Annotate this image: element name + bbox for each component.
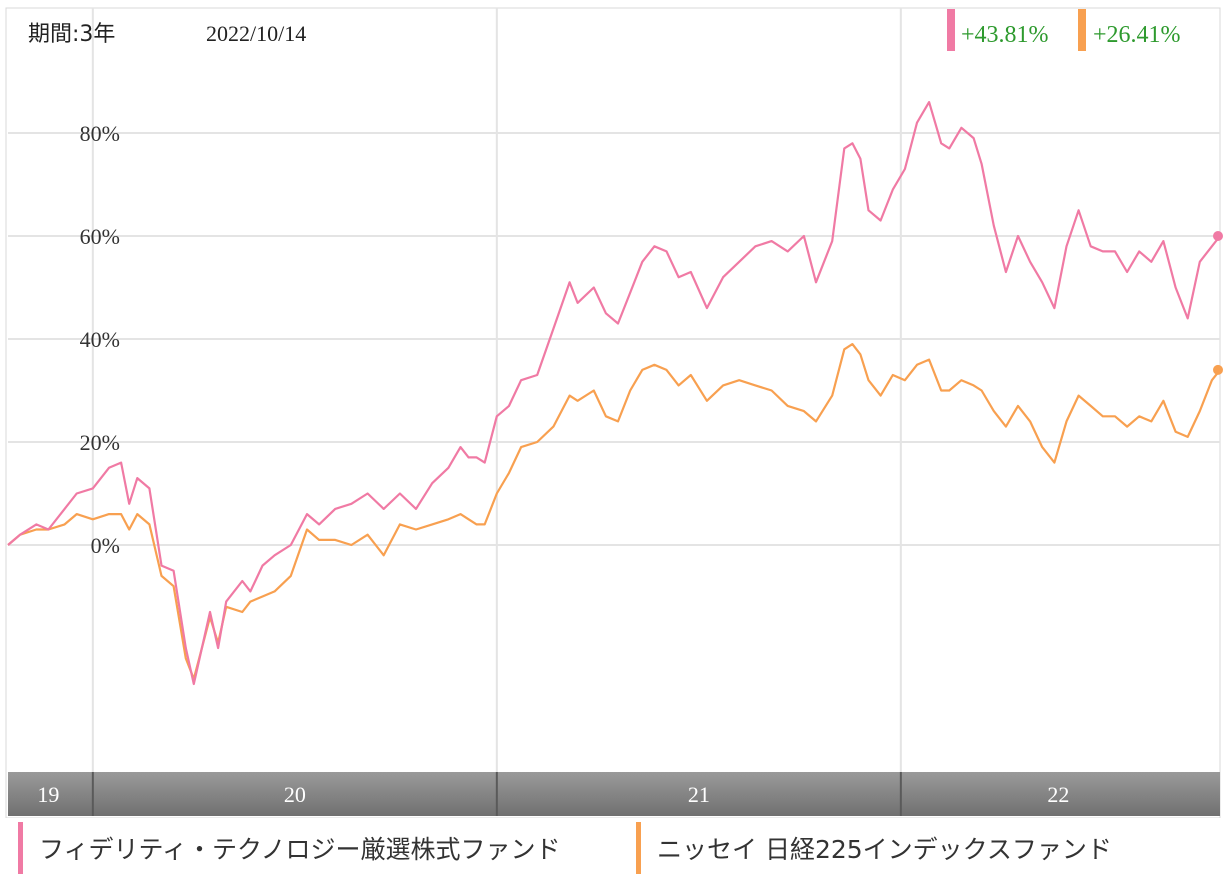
series-line-series2 [7, 343, 1221, 680]
return-value-series2: +26.41% [1093, 22, 1181, 48]
period-label: 期間:3年 [28, 22, 115, 47]
series-lines [7, 101, 1223, 686]
y-tick-label-4: 80% [80, 121, 120, 146]
date-label: 2022/10/14 [206, 21, 306, 46]
return-value-series1: +43.81% [961, 22, 1049, 48]
y-tick-label-1: 20% [80, 430, 120, 455]
legend-item-series2: ニッセイ 日経225インデックスファンド [636, 822, 1112, 874]
return-marker-series2 [1078, 9, 1086, 51]
series-end-marker-series2 [1213, 364, 1223, 375]
legend-color-series1 [18, 822, 23, 874]
legend-color-series2 [636, 822, 641, 874]
legend-item-series1: フィデリティ・テクノロジー厳選株式ファンド [18, 822, 561, 874]
legend-label-series1: フィデリティ・テクノロジー厳選株式ファンド [39, 835, 561, 864]
return-indicator-series1: +43.81% [947, 9, 1049, 51]
y-tick-label-2: 40% [80, 327, 120, 352]
x-tick-label-0: 19 [37, 782, 59, 807]
series-line-series1 [7, 101, 1221, 686]
x-axis-labels: 19 20 21 22 [37, 782, 1069, 807]
x-tick-label-3: 22 [1047, 782, 1069, 807]
return-indicator-series2: +26.41% [1078, 9, 1181, 51]
x-tick-label-1: 20 [284, 782, 306, 807]
y-tick-label-3: 60% [80, 224, 120, 249]
legend: フィデリティ・テクノロジー厳選株式ファンド ニッセイ 日経225インデックスファ… [0, 818, 1232, 882]
x-axis-band-bg [8, 772, 1220, 816]
plot-frame [5, 7, 1221, 818]
line-chart: 0% 20% 40% 60% 80% 19 20 21 22 期間:3年 2022/10/14… [5, 7, 1223, 818]
y-tick-label-0: 0% [91, 533, 120, 558]
x-axis-band [8, 772, 1220, 816]
series-end-marker-series1 [1213, 231, 1223, 241]
grid-lines [8, 8, 1220, 772]
x-tick-label-2: 21 [688, 782, 710, 807]
y-axis-ticks: 0% 20% 40% 60% 80% [80, 121, 120, 558]
return-marker-series1 [947, 9, 955, 51]
legend-label-series2: ニッセイ 日経225インデックスファンド [657, 835, 1112, 864]
